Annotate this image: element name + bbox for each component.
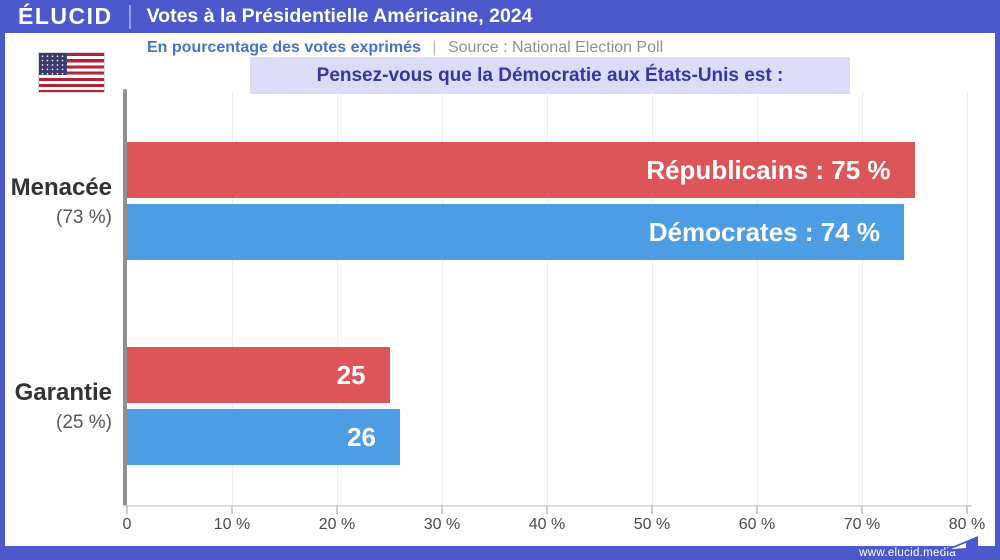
bar-value-label: Républicains : 75 % <box>646 154 891 185</box>
gridline-60 <box>757 92 758 506</box>
gridline-80 <box>967 92 968 506</box>
x-tick <box>441 505 443 514</box>
category-label-menacee: Menacée (73 %) <box>0 142 112 260</box>
header-divider <box>128 4 131 29</box>
x-tick-label-0: 0 <box>122 516 132 533</box>
question-banner: Pensez-vous que la Démocratie aux États-… <box>250 57 850 94</box>
gridline-50 <box>652 92 653 506</box>
category-name: Menacée <box>10 173 112 201</box>
elucid-pennant-icon <box>942 536 978 551</box>
subtitle-separator: | <box>432 39 437 56</box>
bar-garantie-republicains: 25 <box>127 347 390 403</box>
category-name: Garantie <box>14 378 112 406</box>
x-tick <box>126 505 128 514</box>
frame-border-left <box>0 33 5 560</box>
us-flag-icon <box>38 52 105 93</box>
x-tick <box>861 505 863 514</box>
x-tick-label-30: 30 % <box>423 516 461 533</box>
bar-value-label: Démocrates : 74 % <box>648 216 880 247</box>
x-tick <box>231 505 233 514</box>
x-tick <box>756 505 758 514</box>
x-tick-label-40: 40 % <box>528 516 566 533</box>
x-tick-label-10: 10 % <box>213 516 251 533</box>
header-bar: ÉLUCID Votes à la Présidentielle América… <box>0 0 1000 33</box>
bar-menacee-democrates: Démocrates : 74 % <box>127 204 904 260</box>
y-axis-line <box>123 89 127 506</box>
bar-garantie-democrates: 26 <box>127 409 400 465</box>
bar-value-label: 25 <box>336 359 366 390</box>
chart-subtitle: En pourcentage des votes exprimés | Sour… <box>147 39 663 57</box>
page-title: Votes à la Présidentielle Américaine, 20… <box>146 5 533 27</box>
category-total: (25 %) <box>56 411 112 433</box>
x-tick <box>966 505 968 514</box>
x-tick-label-20: 20 % <box>318 516 356 533</box>
x-tick <box>336 505 338 514</box>
category-total: (73 %) <box>56 206 112 228</box>
gridline-40 <box>547 92 548 506</box>
question-text: Pensez-vous que la Démocratie aux États-… <box>316 64 784 86</box>
x-tick-label-50: 50 % <box>633 516 671 533</box>
gridline-30 <box>442 92 443 506</box>
x-tick-label-70: 70 % <box>843 516 881 533</box>
footer-url: www.elucid.media <box>859 547 956 559</box>
footer-bar: www.elucid.media <box>0 536 1000 560</box>
bar-value-label: 26 <box>347 421 376 452</box>
gridline-10 <box>232 92 233 506</box>
x-tick-label-60: 60 % <box>738 516 776 533</box>
subtitle-source: Source : National Election Poll <box>447 39 664 56</box>
us-flag-canton <box>39 53 67 75</box>
bar-menacee-republicains: Républicains : 75 % <box>127 142 915 198</box>
elucid-logo: ÉLUCID <box>18 3 113 29</box>
frame-border-right <box>995 33 1000 560</box>
gridline-20 <box>337 92 338 506</box>
x-tick-label-80: 80 % <box>948 516 986 533</box>
category-label-garantie: Garantie (25 %) <box>0 347 112 465</box>
subtitle-measure: En pourcentage des votes exprimés <box>147 39 421 56</box>
gridline-70 <box>862 92 863 506</box>
x-tick <box>651 505 653 514</box>
x-tick <box>546 505 548 514</box>
